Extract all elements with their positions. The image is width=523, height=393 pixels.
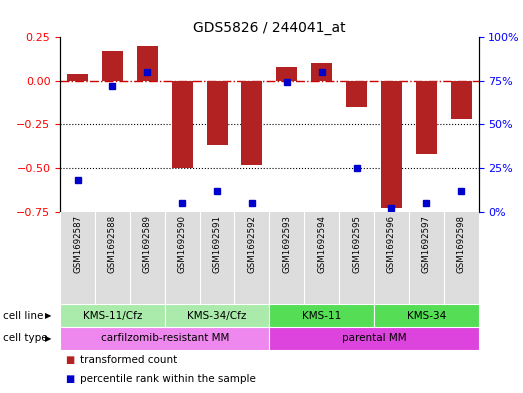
- Bar: [269, 327, 479, 350]
- Text: GSM1692594: GSM1692594: [317, 215, 326, 273]
- Bar: [374, 304, 479, 327]
- Bar: [165, 304, 269, 327]
- Bar: [416, 81, 437, 154]
- Text: GSM1692598: GSM1692598: [457, 215, 465, 273]
- Text: ▶: ▶: [46, 334, 52, 343]
- Bar: [137, 46, 158, 81]
- Text: carfilzomib-resistant MM: carfilzomib-resistant MM: [100, 333, 229, 343]
- Text: percentile rank within the sample: percentile rank within the sample: [80, 374, 256, 384]
- Title: GDS5826 / 244041_at: GDS5826 / 244041_at: [193, 20, 346, 35]
- Bar: [242, 81, 263, 165]
- Text: transformed count: transformed count: [80, 355, 177, 365]
- Text: cell line: cell line: [3, 310, 43, 321]
- Text: GSM1692597: GSM1692597: [422, 215, 431, 273]
- Text: GSM1692587: GSM1692587: [73, 215, 82, 273]
- Text: GSM1692590: GSM1692590: [178, 215, 187, 273]
- Bar: [172, 81, 192, 168]
- Text: ▶: ▶: [46, 311, 52, 320]
- Text: cell type: cell type: [3, 333, 47, 343]
- Text: KMS-11: KMS-11: [302, 310, 342, 321]
- Text: GSM1692593: GSM1692593: [282, 215, 291, 273]
- Bar: [60, 304, 165, 327]
- Bar: [207, 81, 228, 145]
- Text: ■: ■: [65, 355, 75, 365]
- Text: GSM1692596: GSM1692596: [387, 215, 396, 273]
- Text: parental MM: parental MM: [342, 333, 406, 343]
- Text: GSM1692591: GSM1692591: [212, 215, 222, 273]
- Bar: [346, 81, 367, 107]
- Bar: [269, 304, 374, 327]
- Text: KMS-11/Cfz: KMS-11/Cfz: [83, 310, 142, 321]
- Bar: [102, 51, 123, 81]
- Bar: [451, 81, 472, 119]
- Text: GSM1692592: GSM1692592: [247, 215, 256, 273]
- Bar: [311, 63, 332, 81]
- Bar: [276, 67, 297, 81]
- Text: KMS-34/Cfz: KMS-34/Cfz: [187, 310, 247, 321]
- Bar: [381, 81, 402, 208]
- Text: GSM1692589: GSM1692589: [143, 215, 152, 273]
- Text: GSM1692588: GSM1692588: [108, 215, 117, 273]
- Text: GSM1692595: GSM1692595: [352, 215, 361, 273]
- Bar: [60, 327, 269, 350]
- Bar: [67, 73, 88, 81]
- Text: ■: ■: [65, 374, 75, 384]
- Text: KMS-34: KMS-34: [406, 310, 446, 321]
